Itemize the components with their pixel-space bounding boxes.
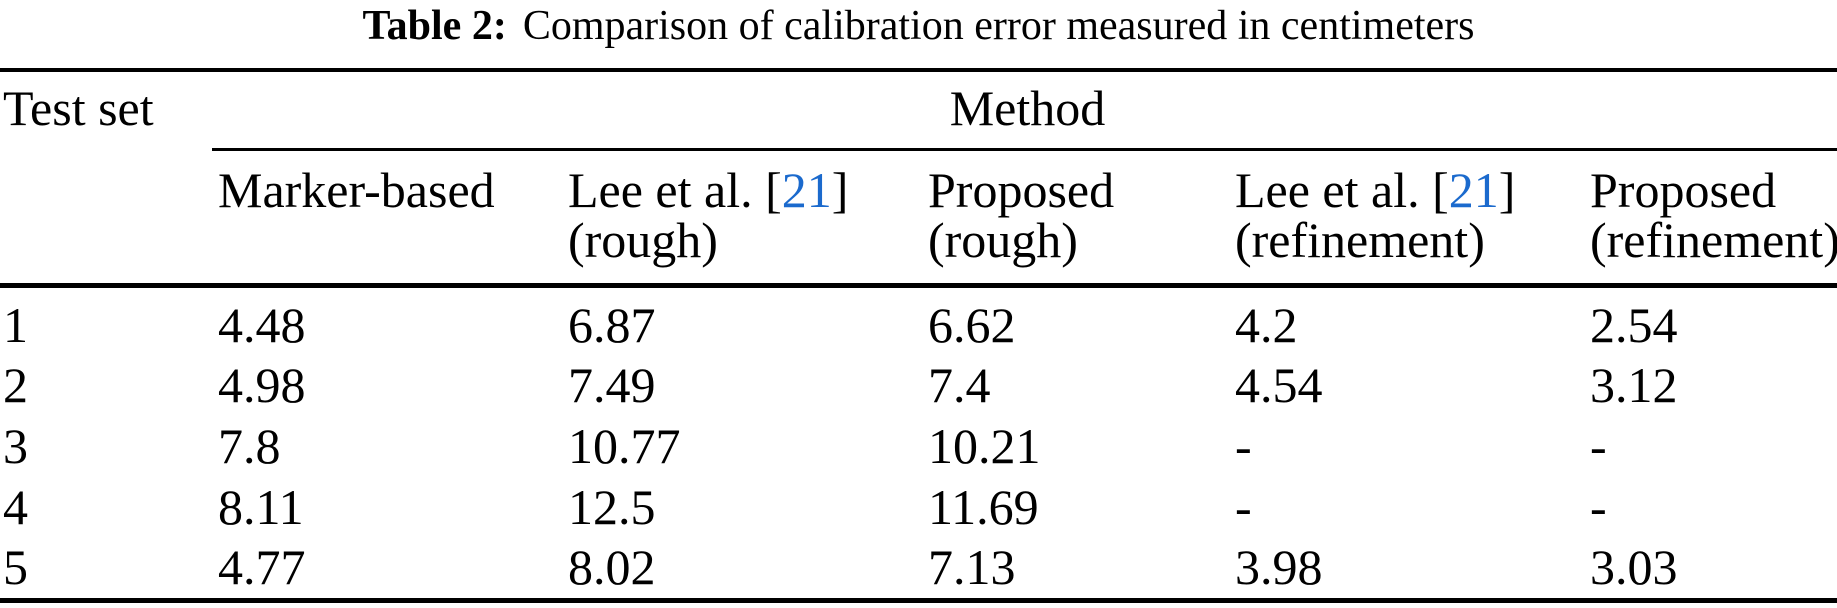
cell-lee-rough: 12.5: [568, 479, 656, 535]
header-columns-row: Marker-based Lee et al. [21] (rough) Pro…: [0, 165, 1837, 265]
table-row: 3 7.8 10.77 10.21 - -: [0, 421, 1837, 471]
cell-proposed-refinement: 3.12: [1590, 357, 1678, 413]
cell-test-set: 5: [3, 539, 28, 595]
cell-proposed-refinement: 2.54: [1590, 297, 1678, 353]
column-header-name: Proposed: [1590, 162, 1777, 218]
column-header-name: Proposed: [928, 162, 1115, 218]
column-header-name: Marker-based: [218, 162, 495, 218]
column-header-proposed-rough: Proposed (rough): [928, 165, 1235, 265]
cell-test-set: 1: [3, 297, 28, 353]
table-row: 4 8.11 12.5 11.69 - -: [0, 482, 1837, 532]
cell-proposed-rough: 10.21: [928, 418, 1041, 474]
cell-test-set: 4: [3, 479, 28, 535]
table-row: 5 4.77 8.02 7.13 3.98 3.03: [0, 542, 1837, 592]
table-caption-text: Comparison of calibration error measured…: [522, 3, 1475, 49]
column-header-proposed-refinement: Proposed (refinement): [1590, 165, 1837, 265]
header-bottom-rule: [0, 283, 1837, 288]
cell-lee-rough: 7.49: [568, 357, 656, 413]
table-caption: Table 2: Comparison of calibration error …: [0, 4, 1837, 48]
cell-lee-refinement: 4.54: [1235, 357, 1323, 413]
cell-lee-rough: 6.87: [568, 297, 656, 353]
cell-marker-based: 4.77: [218, 539, 306, 595]
cell-proposed-refinement: -: [1590, 479, 1607, 535]
bottom-rule: [0, 598, 1837, 603]
column-header-name-suffix: ]: [1498, 162, 1516, 218]
table-row: 2 4.98 7.49 7.4 4.54 3.12: [0, 360, 1837, 410]
column-header-qualifier: (rough): [928, 212, 1078, 268]
cell-marker-based: 7.8: [218, 418, 281, 474]
column-header-spacer: [0, 165, 218, 265]
column-header-test-set: Test set: [3, 80, 154, 136]
column-header-qualifier: (rough): [568, 212, 718, 268]
column-header-qualifier: (refinement): [1235, 212, 1485, 268]
cell-lee-rough: 8.02: [568, 539, 656, 595]
cell-proposed-rough: 7.4: [928, 357, 991, 413]
column-header-lee-refinement: Lee et al. [21] (refinement): [1235, 165, 1590, 265]
column-header-name-suffix: ]: [831, 162, 849, 218]
cell-marker-based: 4.98: [218, 357, 306, 413]
column-header-marker-based: Marker-based: [218, 165, 568, 265]
column-header-name-prefix: Lee et al. [: [568, 162, 782, 218]
column-header-lee-rough: Lee et al. [21] (rough): [568, 165, 928, 265]
column-header-name: Lee et al. [21]: [1235, 162, 1515, 218]
cell-lee-refinement: 3.98: [1235, 539, 1323, 595]
cell-lee-rough: 10.77: [568, 418, 681, 474]
column-header-name: Lee et al. [21]: [568, 162, 848, 218]
table-row: 1 4.48 6.87 6.62 4.2 2.54: [0, 300, 1837, 350]
cell-proposed-rough: 7.13: [928, 539, 1016, 595]
cell-marker-based: 8.11: [218, 479, 304, 535]
column-header-qualifier: (refinement): [1590, 212, 1837, 268]
citation-link-21[interactable]: 21: [1448, 162, 1499, 218]
cell-proposed-rough: 11.69: [928, 479, 1039, 535]
top-rule: [0, 68, 1837, 72]
table-caption-label: Table 2:: [362, 3, 507, 49]
cell-lee-refinement: -: [1235, 418, 1252, 474]
column-header-name-prefix: Lee et al. [: [1235, 162, 1449, 218]
cell-proposed-refinement: 3.03: [1590, 539, 1678, 595]
cell-test-set: 3: [3, 418, 28, 474]
citation-link-21[interactable]: 21: [781, 162, 832, 218]
cell-test-set: 2: [3, 357, 28, 413]
cell-lee-refinement: -: [1235, 479, 1252, 535]
cell-marker-based: 4.48: [218, 297, 306, 353]
column-group-header-method: Method: [949, 80, 1106, 136]
header-group-row: Test set Method: [0, 83, 1837, 133]
cell-lee-refinement: 4.2: [1235, 297, 1298, 353]
cell-proposed-refinement: -: [1590, 418, 1607, 474]
method-group-rule: [212, 148, 1837, 151]
cell-proposed-rough: 6.62: [928, 297, 1016, 353]
